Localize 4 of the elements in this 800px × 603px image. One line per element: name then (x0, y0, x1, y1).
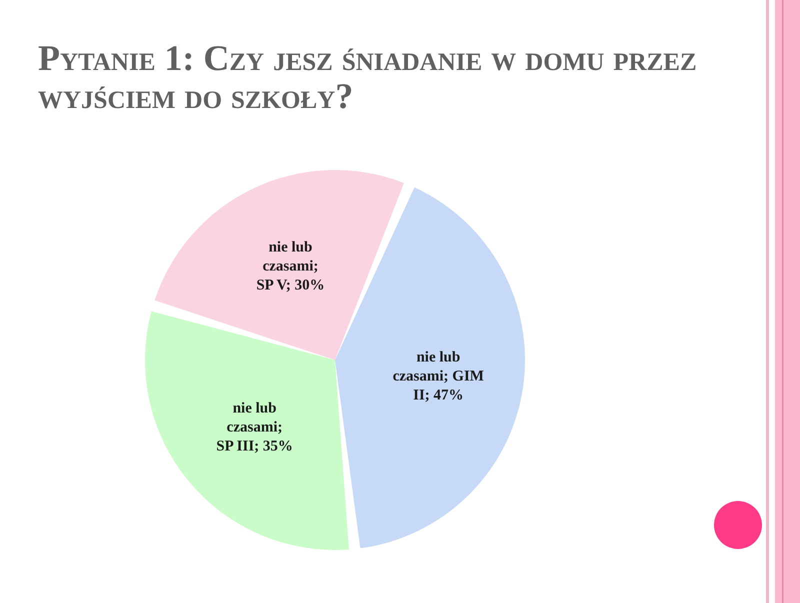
slice-label: nie lub czasami; SP V; 30% (256, 239, 325, 294)
chart-title: Pytanie 1: Czy jesz śniadanie w domu przez wyjściem do szkoły? (38, 38, 697, 116)
slice-label: nie lub czasami; GIM II; 47% (392, 350, 484, 404)
slice-label: nie lub czasami; SP III; 35% (216, 400, 293, 455)
